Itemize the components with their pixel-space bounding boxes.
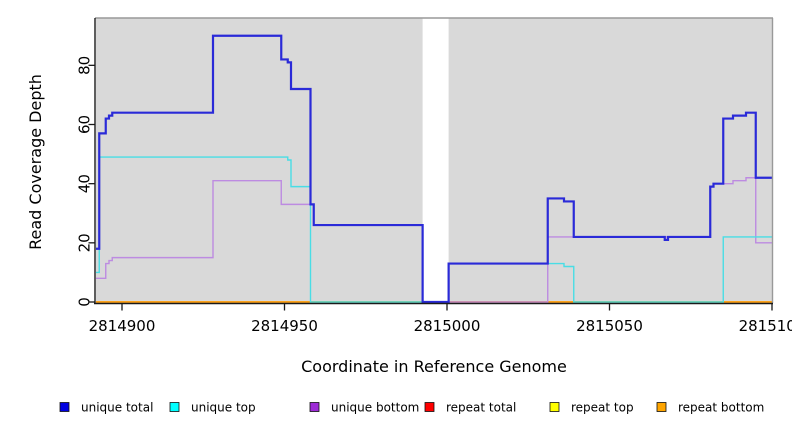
y-tick-label: 20 [76,233,94,252]
x-tick-label: 2814900 [89,317,156,335]
legend-label-repeat-total: repeat total [446,401,516,415]
legend-swatch-repeat-top [549,402,560,412]
legend-swatch-repeat-total [424,402,435,412]
legend-swatch-unique-top [169,402,180,412]
legend-label-repeat-bottom: repeat bottom [678,401,764,415]
legend-label-unique-top: unique top [191,401,256,415]
series-line-unique-top [96,156,772,303]
no-data-gap [422,18,449,302]
legend-item-repeat-bottom: repeat bottom [656,401,764,415]
x-tick-label: 2815000 [414,317,481,335]
y-axis-title: Read Coverage Depth [26,74,45,250]
legend-swatch-repeat-bottom [656,402,667,412]
legend-item-unique-bottom: unique bottom [309,401,419,415]
legend-item-repeat-total: repeat total [424,401,516,415]
legend-item-unique-top: unique top [169,401,256,415]
y-tick-label: 80 [76,56,94,75]
legend-label-unique-bottom: unique bottom [331,401,419,415]
x-axis-title: Coordinate in Reference Genome [301,357,567,376]
y-tick-label: 0 [76,297,94,307]
chart-legend: unique total unique top unique bottom repea… [59,401,764,415]
legend-swatch-unique-total [59,402,70,412]
x-tick-label: 2815050 [576,317,643,335]
series-line-unique-total [96,34,772,304]
y-tick-label: 40 [76,174,94,193]
plot-layer [96,18,772,304]
axis-layer: 0 20 40 60 80 2814900 2814950 2815000 2815050 281… [76,17,792,335]
legend-swatch-unique-bottom [309,402,320,412]
x-tick-label: 2814950 [251,317,318,335]
y-tick-label: 60 [76,115,94,134]
legend-item-repeat-top: repeat top [549,401,634,415]
x-tick-label: 2815100 [739,317,792,335]
legend-label-repeat-top: repeat top [571,401,634,415]
legend-item-unique-total: unique total [59,401,153,415]
legend-label-unique-total: unique total [81,401,153,415]
